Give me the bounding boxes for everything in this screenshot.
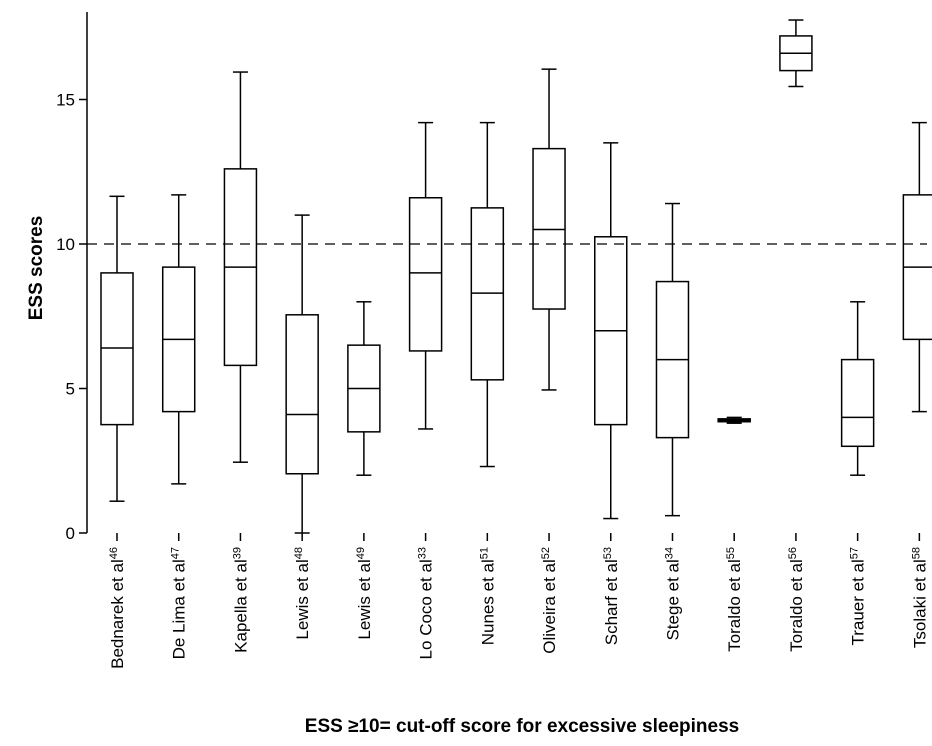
boxes [100,19,932,534]
x-tick-label: Lewis et al49 [355,547,374,640]
y-tick-label: 15 [56,91,75,110]
box-plot [408,121,443,430]
box-plot [470,121,505,468]
box-plot [840,301,875,476]
x-tick-label: Toraldo et al55 [725,547,744,652]
box-plot [161,194,196,485]
x-tick-label: Scharf et al53 [602,547,621,645]
box-plot [347,301,381,476]
x-tick-label: Bednarek et al46 [108,547,127,669]
x-tick-label: Kapella et al39 [231,547,250,653]
x-tick-label: Tsolaki et al58 [910,547,929,648]
box-iqr [408,197,443,352]
box-plot [285,214,319,534]
box-plot [655,202,690,517]
axes: 0 5 10 15 [56,12,88,543]
box-plot [594,142,628,520]
box-plot [779,19,813,88]
box-iqr [840,358,875,448]
y-ticks: 0 5 10 15 [56,91,87,543]
box-plot [717,416,751,424]
x-tick-label: Lewis et al48 [293,547,312,640]
x-tick-label: Stege et al34 [663,547,682,641]
box-plot [532,68,566,391]
box-plot [100,195,134,502]
box-plot [223,71,258,463]
y-axis-title: ESS scores [26,216,47,321]
box-plot [902,121,932,413]
x-tick-label: Toraldo et al56 [787,547,806,652]
y-tick-label: 10 [56,235,75,254]
x-axis-title: ESS ≥10= cut-off score for excessive sle… [305,716,739,737]
box-iqr [285,314,319,475]
y-tick-label: 0 [66,524,75,543]
x-ticks: Bednarek et al46 De Lima et al47 Kapella e… [108,533,929,669]
x-tick-label: Oliveira et al52 [540,547,559,654]
y-tick-label: 5 [66,380,75,399]
x-tick-label: Nunes et al51 [478,547,497,645]
x-tick-label: De Lima et al47 [170,547,189,659]
x-tick-label: Lo Coco et al33 [417,547,436,659]
x-tick-label: Trauer et al57 [849,547,868,646]
